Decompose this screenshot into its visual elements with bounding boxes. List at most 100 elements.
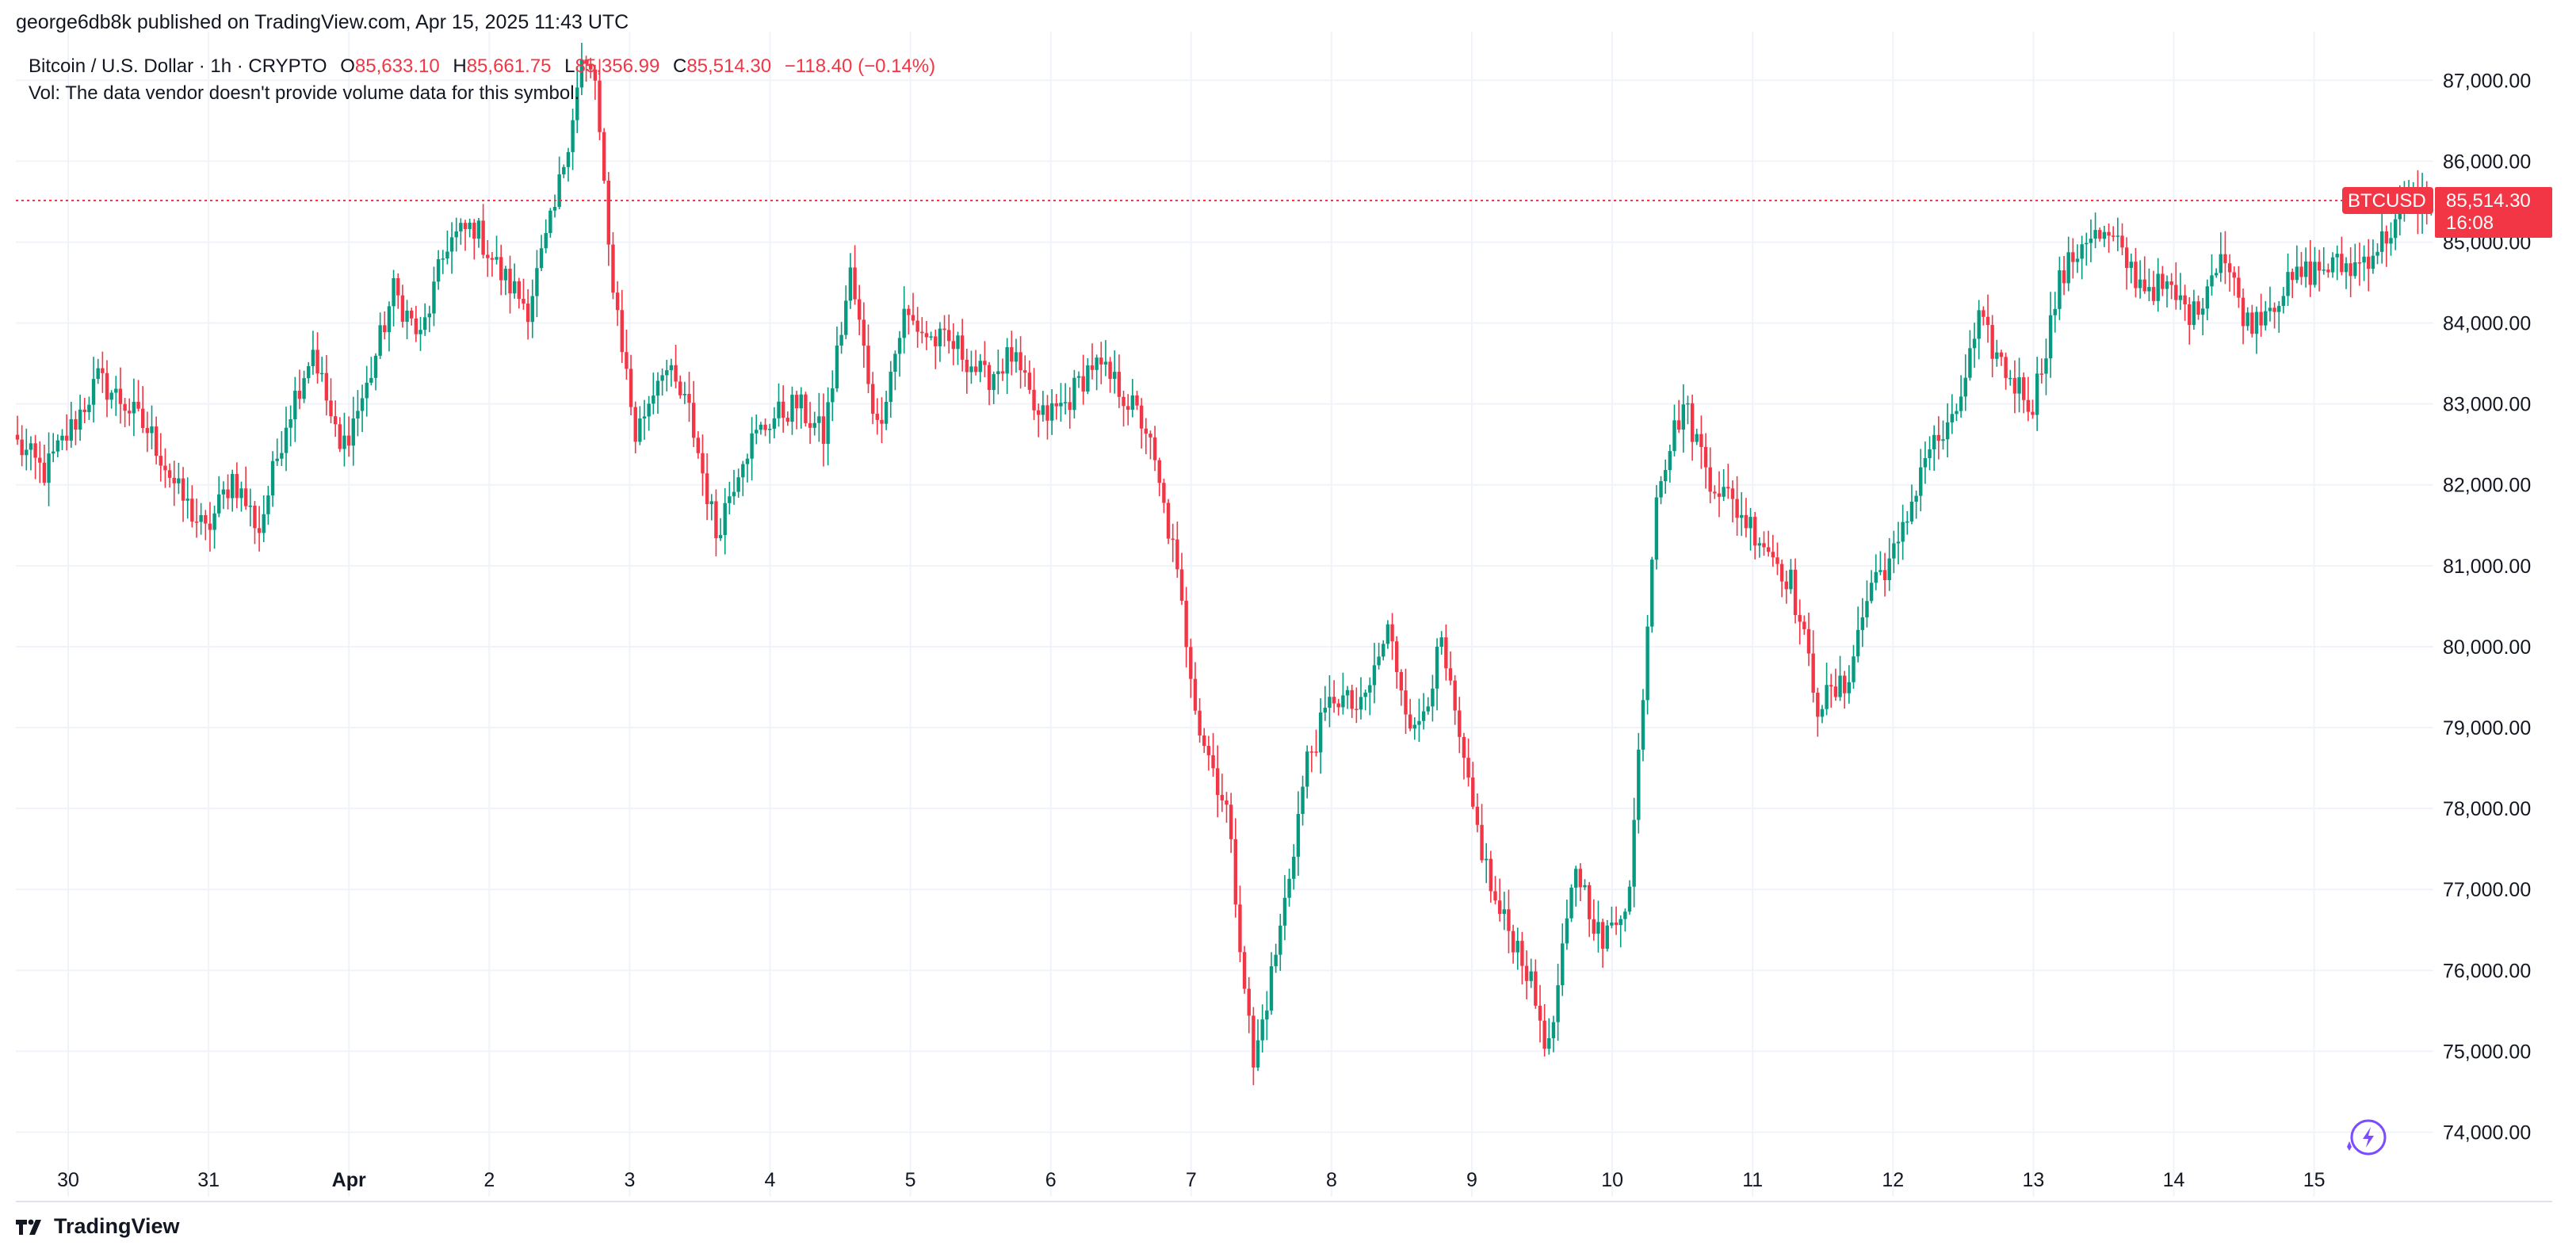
candle-body [1466, 758, 1470, 778]
candle-body [414, 318, 419, 334]
time-axis[interactable]: 30 31 Apr 2 3 4 5 6 7 8 9 10 11 12 13 14 15 [57, 1169, 2325, 1191]
candle-body [2371, 255, 2375, 269]
candle-body [1426, 706, 1430, 712]
price-axis[interactable]: 74,000.00 75,000.00 76,000.00 77,000.00 78,0… [2443, 70, 2531, 1144]
candle-body [2151, 287, 2156, 301]
candle-body [2196, 301, 2200, 315]
candle-body [835, 346, 839, 388]
candle-body [1278, 925, 1282, 955]
candle-body [392, 277, 396, 307]
candle-body [52, 451, 55, 454]
candle-body [1816, 692, 1820, 717]
candle-body [1878, 570, 1882, 572]
candle-body [2349, 263, 2352, 277]
candle-body [1458, 710, 1462, 737]
candle-body [1135, 395, 1139, 406]
x-tick-label: 11 [1742, 1169, 1763, 1191]
candle-body [983, 361, 987, 365]
candle-body [257, 528, 262, 533]
candle-body [1793, 569, 1798, 616]
candle-body [633, 407, 637, 442]
candle-body [1820, 709, 1825, 717]
candle-body [1869, 583, 1874, 602]
candle-body [1941, 439, 1945, 441]
candle-body [1561, 943, 1565, 986]
candle-body [606, 180, 610, 245]
candle-body [280, 453, 284, 459]
candle-body [1637, 749, 1641, 820]
candle-body [1909, 501, 1914, 522]
candle-body [42, 462, 47, 483]
y-tick-label: 75,000.00 [2443, 1041, 2531, 1063]
candle-body [2093, 230, 2097, 239]
candle-body [2098, 230, 2102, 239]
candles [15, 43, 2433, 1086]
candle-body [1825, 685, 1829, 709]
candle-body [2250, 312, 2254, 334]
candle-body [992, 374, 996, 391]
candle-body [1485, 858, 1489, 861]
candle-body [199, 515, 203, 522]
candle-body [566, 151, 571, 167]
candle-body [512, 281, 517, 294]
candle-body [365, 382, 369, 399]
candle-body [794, 395, 799, 409]
candle-body [29, 443, 33, 450]
candle-body [2053, 308, 2057, 315]
candle-body [1152, 437, 1157, 460]
candle-body [996, 371, 1000, 375]
tradingview-logo[interactable]: TradingView [16, 1214, 180, 1239]
candle-body [1892, 543, 1896, 559]
candle-body [190, 499, 194, 522]
candle-body [2115, 235, 2120, 237]
candle-body [1843, 675, 1847, 693]
candle-body [1448, 668, 1453, 681]
candle-body [2188, 304, 2192, 326]
candle-body [535, 268, 539, 296]
candle-body [880, 419, 884, 424]
candle-body [2277, 305, 2281, 312]
candle-body [714, 501, 718, 539]
candle-body [1614, 922, 1619, 926]
candle-body [763, 424, 767, 430]
legend-ohlc: Bitcoin / U.S. Dollar · 1h · CRYPTO O85,… [29, 55, 935, 78]
candle-body [2129, 262, 2133, 269]
candle-body [1502, 909, 1506, 915]
candle-body [728, 496, 732, 503]
y-tick-label: 82,000.00 [2443, 475, 2531, 497]
candle-body [1838, 675, 1842, 697]
legend-open-value: 85,633.10 [354, 55, 440, 77]
x-tick-label: 5 [905, 1169, 916, 1191]
legend-symbol[interactable]: Bitcoin / U.S. Dollar · 1h · CRYPTO [29, 55, 327, 77]
candle-body [768, 428, 772, 430]
x-tick-label: 4 [765, 1169, 776, 1191]
candle-body [1372, 665, 1377, 686]
x-tick-label: 10 [1601, 1169, 1623, 1191]
candle-body [145, 428, 150, 434]
tradingview-logo-icon [16, 1219, 41, 1235]
candle-body [486, 254, 490, 258]
lightning-ai-icon[interactable] [2347, 1119, 2387, 1156]
candle-body [1497, 900, 1502, 915]
candle-body [942, 328, 946, 330]
candle-body [1740, 514, 1744, 518]
candle-body [2085, 243, 2089, 245]
candle-body [1713, 491, 1717, 494]
candle-body [454, 231, 458, 238]
candle-body [1296, 813, 1301, 857]
candle-body [1578, 869, 1583, 888]
candle-body [539, 248, 544, 269]
candle-body [1189, 647, 1193, 679]
candle-body [853, 267, 857, 300]
candle-body [1914, 495, 1918, 502]
candle-body [652, 395, 655, 404]
candle-body [1749, 517, 1752, 529]
candle-body [799, 394, 803, 409]
candle-body [1596, 922, 1600, 934]
candle-body [844, 300, 848, 335]
candle-body [212, 513, 216, 530]
candle-body [1202, 735, 1206, 747]
candle-body [2075, 258, 2080, 262]
badge-symbol: BTCUSD [2348, 190, 2426, 212]
